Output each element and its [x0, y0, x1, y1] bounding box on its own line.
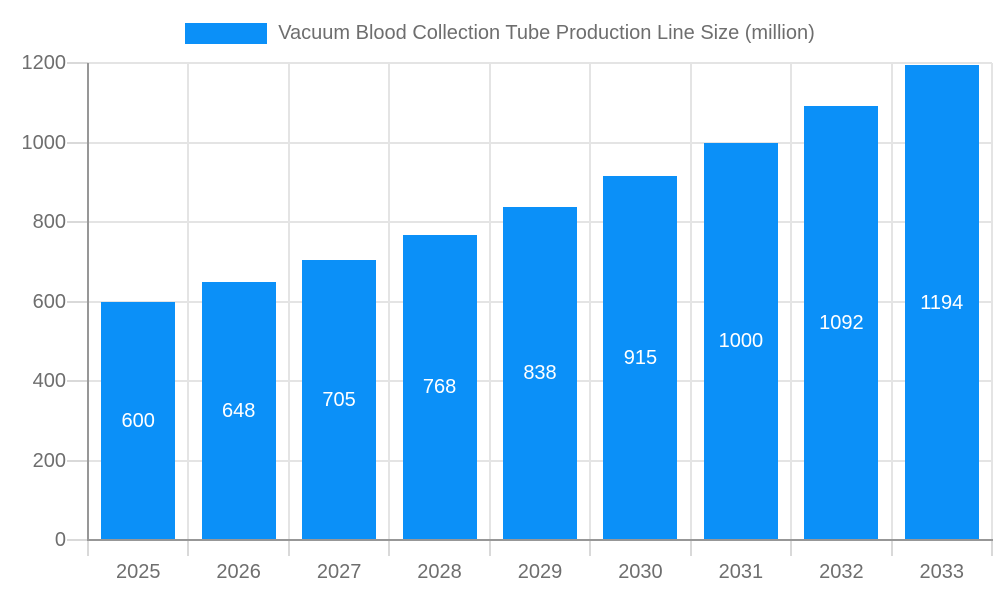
bar-value-label: 1194 — [920, 291, 964, 314]
legend-item[interactable]: Vacuum Blood Collection Tube Production … — [0, 18, 1000, 48]
y-axis-tick — [67, 459, 88, 462]
x-axis-tick — [790, 540, 793, 556]
y-axis-tick-label: 400 — [32, 370, 66, 392]
x-axis-tick-label: 2028 — [417, 561, 462, 583]
y-axis-tick — [67, 221, 88, 223]
bar-value-label: 915 — [623, 347, 658, 370]
horizontal-gridline — [88, 141, 992, 144]
x-axis-tick — [287, 540, 290, 556]
legend-label: Vacuum Blood Collection Tube Production … — [278, 22, 815, 44]
bar[interactable]: 648 — [201, 282, 276, 540]
legend-swatch-icon — [185, 22, 268, 44]
y-axis-tick — [67, 141, 88, 144]
y-axis-tick-label: 1000 — [21, 131, 67, 154]
vertical-gridline — [589, 63, 592, 540]
bar[interactable]: 1000 — [703, 142, 778, 540]
y-axis-tick-label: 800 — [32, 211, 66, 233]
bar-value-label: 600 — [121, 409, 155, 432]
x-axis-tick-label: 2029 — [517, 561, 563, 583]
y-axis-tick-label: 1200 — [21, 52, 67, 74]
y-axis-tick-label: 600 — [32, 290, 66, 313]
y-axis-tick — [67, 62, 88, 64]
vertical-gridline — [488, 63, 491, 540]
horizontal-gridline — [88, 62, 992, 64]
bar-value-label: 838 — [523, 362, 557, 385]
x-axis-tick — [689, 540, 692, 556]
bar[interactable]: 768 — [402, 234, 477, 540]
bar-value-label: 768 — [422, 376, 457, 399]
y-axis-tick — [67, 380, 88, 382]
x-axis-tick-label: 2033 — [919, 561, 965, 583]
bar[interactable]: 915 — [603, 176, 678, 540]
plot-area: 600 648 705 768 838 915 1000 1092 1194 — [87, 62, 993, 541]
x-axis-tick — [589, 540, 592, 556]
bar-value-label: 648 — [221, 400, 256, 423]
bar[interactable]: 705 — [302, 259, 377, 540]
y-axis-tick — [67, 300, 88, 303]
x-axis-tick-label: 2026 — [216, 561, 261, 583]
x-axis-line — [87, 539, 993, 541]
x-axis-tick — [187, 540, 190, 556]
vertical-gridline — [890, 63, 893, 540]
x-axis-tick-label: 2025 — [115, 561, 161, 583]
y-axis-tick-label: 200 — [32, 449, 66, 472]
x-axis-tick-label: 2027 — [316, 561, 362, 583]
x-axis-tick-label: 2031 — [718, 561, 764, 583]
vertical-gridline — [991, 63, 993, 540]
vertical-gridline — [689, 63, 692, 540]
x-axis-tick — [890, 540, 893, 556]
y-axis-tick-label: 0 — [54, 529, 66, 551]
x-axis-tick — [488, 540, 491, 556]
x-axis-tick-label: 2032 — [819, 561, 864, 583]
x-axis-tick — [87, 540, 89, 556]
y-axis-line — [87, 63, 89, 540]
x-axis-tick — [388, 540, 391, 556]
bar[interactable]: 600 — [101, 301, 176, 540]
vertical-gridline — [287, 63, 290, 540]
bar[interactable]: 1194 — [904, 65, 979, 540]
bar[interactable]: 1092 — [804, 105, 879, 540]
x-axis-tick — [991, 540, 993, 556]
bar[interactable]: 838 — [503, 206, 577, 540]
vertical-gridline — [187, 63, 190, 540]
vertical-gridline — [388, 63, 391, 540]
x-axis-tick-label: 2030 — [618, 561, 663, 583]
bar-value-label: 1092 — [819, 311, 864, 334]
vertical-gridline — [790, 63, 793, 540]
y-axis-tick — [67, 539, 88, 541]
bar-value-label: 705 — [322, 388, 356, 411]
bar-value-label: 1000 — [718, 330, 764, 353]
